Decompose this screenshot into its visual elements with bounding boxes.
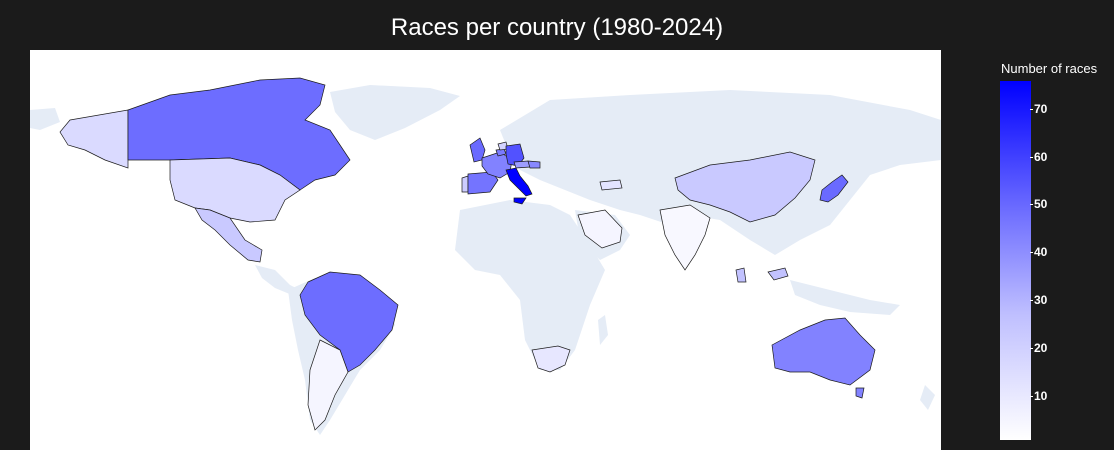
land-sea-asia <box>790 280 900 315</box>
colorbar-tick-40: 40 <box>1029 245 1048 260</box>
colorbar <box>1000 81 1031 440</box>
colorbar-tick-10: 10 <box>1029 388 1048 403</box>
country-malaysia[interactable] <box>735 267 789 283</box>
land-madagascar <box>598 315 608 345</box>
country-mexico[interactable] <box>194 207 263 263</box>
colorbar-tick-60: 60 <box>1029 149 1048 164</box>
country-alaska[interactable] <box>59 109 129 169</box>
country-portugal[interactable] <box>461 175 469 193</box>
country-saudi-arabia[interactable] <box>577 209 623 249</box>
colorbar-tick-30: 30 <box>1029 293 1048 308</box>
map-title: Races per country (1980-2024) <box>390 14 724 41</box>
land-nz <box>920 385 935 410</box>
land-antarctic-edge <box>30 108 60 130</box>
country-turkey[interactable] <box>599 179 623 191</box>
country-china[interactable] <box>674 151 816 223</box>
colorbar-title: Number of races <box>1001 61 1098 76</box>
colorbar-tick-20: 20 <box>1029 341 1048 356</box>
country-uk[interactable] <box>469 137 486 163</box>
map-svg <box>30 77 941 435</box>
country-australia[interactable] <box>771 317 876 399</box>
colorbar-tick-70: 70 <box>1029 101 1048 116</box>
country-argentina[interactable] <box>307 339 349 431</box>
country-japan[interactable] <box>819 174 849 203</box>
land-greenland <box>330 85 460 140</box>
country-layer <box>59 77 876 431</box>
country-india[interactable] <box>659 204 711 271</box>
land-africa <box>455 200 605 370</box>
colorbar-tick-50: 50 <box>1029 197 1048 212</box>
land-central-america <box>255 265 300 295</box>
country-hungary[interactable] <box>527 160 541 169</box>
country-italy[interactable] <box>505 167 533 205</box>
country-brazil[interactable] <box>299 271 399 373</box>
country-south-africa[interactable] <box>531 345 571 373</box>
country-austria[interactable] <box>513 160 531 169</box>
world-map[interactable] <box>30 50 941 450</box>
country-usa[interactable] <box>169 157 301 223</box>
